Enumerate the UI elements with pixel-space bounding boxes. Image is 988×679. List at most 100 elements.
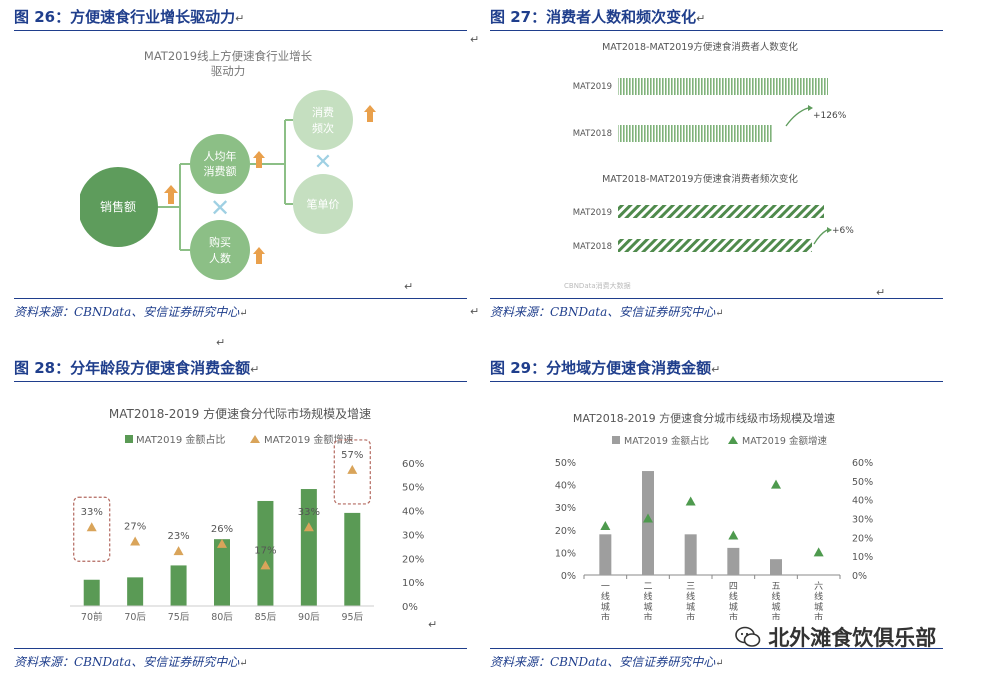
- share-bar: [727, 547, 740, 575]
- growth-marker: [685, 496, 696, 506]
- y2-tick-label: 60%: [852, 458, 873, 469]
- x-tick-label: 70后: [124, 612, 146, 623]
- count-bar-mat2019: [618, 78, 828, 95]
- growth-marker: [728, 530, 739, 540]
- up-arrow-icon: [164, 185, 178, 204]
- return-mark: ↵: [470, 305, 480, 318]
- title-rule-28: [14, 381, 467, 382]
- share-bar: [257, 500, 274, 606]
- share-bar: [214, 539, 230, 606]
- multiply-icon: ✕: [314, 150, 332, 175]
- per-capita-label-1: 人均年: [204, 149, 237, 163]
- return-mark: ↵: [876, 286, 886, 299]
- share-bar: [344, 512, 361, 606]
- share-bar: [300, 489, 317, 606]
- growth-curve-icon: [813, 229, 828, 245]
- wechat-watermark: 北外滩食饮俱乐部: [735, 622, 936, 652]
- x-tick-label: 六线城市: [814, 580, 823, 620]
- legend-triangle-swatch: [728, 436, 738, 444]
- highlight-box: [333, 439, 371, 505]
- frequency-node: [293, 90, 353, 150]
- legend-triangle-swatch: [250, 435, 260, 443]
- title-rule-29: [490, 381, 943, 382]
- up-arrow-icon: [364, 105, 376, 122]
- y2-tick-label: 20%: [852, 533, 873, 544]
- frequency-bar-mat2018: [618, 239, 812, 252]
- x-tick-label: 五线城市: [771, 582, 780, 620]
- figure-29-title: 图 29：分地域方便速食消费金额↵: [490, 359, 721, 377]
- chart-footnote: CBNData消费大数据: [564, 281, 631, 290]
- growth-marker: [130, 536, 141, 546]
- y-tick-label: 10%: [402, 578, 424, 589]
- y2-tick-label: 0%: [852, 571, 867, 582]
- generation-chart: MAT2018-2019 方便速食分代际市场规模及增速 MAT2019 金额占比…: [62, 396, 442, 631]
- share-bar: [127, 577, 144, 606]
- growth-driver-diagram: MAT2019线上方便速食行业增长 驱动力 销售额 人均年 消费额 ✕ 购买 人…: [78, 36, 410, 294]
- count-chart-title: MAT2018-MAT2019方便速食消费者人数变化: [602, 41, 798, 53]
- frequency-label-2: 频次: [312, 121, 334, 135]
- return-mark: ↵: [216, 336, 226, 349]
- share-bar: [170, 565, 187, 606]
- y-tick-label: 30%: [555, 503, 576, 514]
- per-capita-label-2: 消费额: [204, 164, 237, 178]
- figure-27-title: 图 27：消费者人数和频次变化↵: [490, 8, 706, 26]
- frequency-label-1: 消费: [312, 105, 334, 119]
- share-bar: [642, 471, 654, 575]
- y-tick-label: 10%: [555, 548, 576, 559]
- up-arrow-icon: [253, 247, 265, 264]
- buyers-node: [190, 220, 250, 280]
- legend-bar-swatch: [125, 435, 133, 443]
- frequency-bar-label: MAT2019: [573, 208, 612, 218]
- growth-marker: [217, 538, 227, 548]
- y-tick-label: 20%: [555, 526, 576, 537]
- figure-26-title: 图 26：方便速食行业增长驱动力↵: [14, 8, 245, 26]
- growth-marker: [771, 479, 781, 489]
- x-tick-label: 一线城市: [601, 582, 610, 620]
- unit-price-label: 笔单价: [307, 197, 340, 211]
- y-tick-label: 50%: [555, 458, 576, 469]
- return-mark: ↵: [470, 33, 480, 46]
- unit-price-node: [293, 174, 353, 234]
- growth-marker: [173, 546, 184, 556]
- growth-curve-icon: [785, 107, 809, 127]
- up-arrow-icon: [253, 151, 265, 168]
- generation-chart-title: MAT2018-2019 方便速食分代际市场规模及增速: [109, 406, 371, 421]
- growth-marker: [303, 522, 314, 532]
- legend-bar-label: MAT2019 金额占比: [624, 435, 709, 447]
- x-tick-label: 二线城市: [643, 582, 652, 620]
- growth-marker: [643, 513, 653, 523]
- return-mark: ↵: [404, 280, 414, 293]
- y-tick-label: 50%: [402, 483, 424, 494]
- buyers-label-1: 购买: [209, 235, 231, 249]
- x-tick-label: 95后: [341, 612, 363, 623]
- highlight-box: [73, 496, 111, 562]
- growth-value-label: 27%: [124, 522, 146, 533]
- count-bar-label: MAT2018: [573, 129, 612, 139]
- y-tick-label: 20%: [402, 554, 424, 565]
- y-tick-label: 30%: [402, 530, 424, 541]
- sales-node: [78, 167, 158, 247]
- source-note-29: 资料来源：CBNData、安信证券研究中心↵: [490, 655, 724, 669]
- x-tick-label: 90后: [298, 612, 320, 623]
- legend-bar-label: MAT2019 金额占比: [136, 433, 225, 446]
- growth-value-label: 23%: [167, 531, 189, 542]
- generation-chart-svg: MAT2018-2019 方便速食分代际市场规模及增速 MAT2019 金额占比…: [70, 406, 424, 623]
- y-tick-label: 40%: [402, 507, 424, 518]
- buyers-label-2: 人数: [209, 252, 231, 265]
- count-bar-label: MAT2019: [573, 82, 612, 92]
- x-tick-label: 85后: [255, 612, 277, 623]
- growth-value-label: 26%: [211, 524, 233, 535]
- title-rule-26: [14, 30, 467, 31]
- figure-28-title: 图 28：分年龄段方便速食消费金额↵: [14, 359, 260, 377]
- consumer-change-svg: MAT2018-MAT2019方便速食消费者人数变化 MAT2019 MAT20…: [564, 41, 854, 290]
- y2-tick-label: 30%: [852, 515, 873, 526]
- x-tick-label: 70前: [81, 611, 103, 623]
- tree-connectors: [142, 119, 293, 251]
- diagram-title-line-1: MAT2019线上方便速食行业增长: [144, 49, 313, 63]
- source-rule: [14, 648, 467, 649]
- share-bar: [83, 579, 100, 606]
- growth-value-label: 57%: [341, 450, 363, 461]
- title-rule-27: [490, 30, 943, 31]
- growth-marker: [86, 522, 97, 532]
- legend-triangle-label: MAT2019 金额增速: [742, 435, 827, 447]
